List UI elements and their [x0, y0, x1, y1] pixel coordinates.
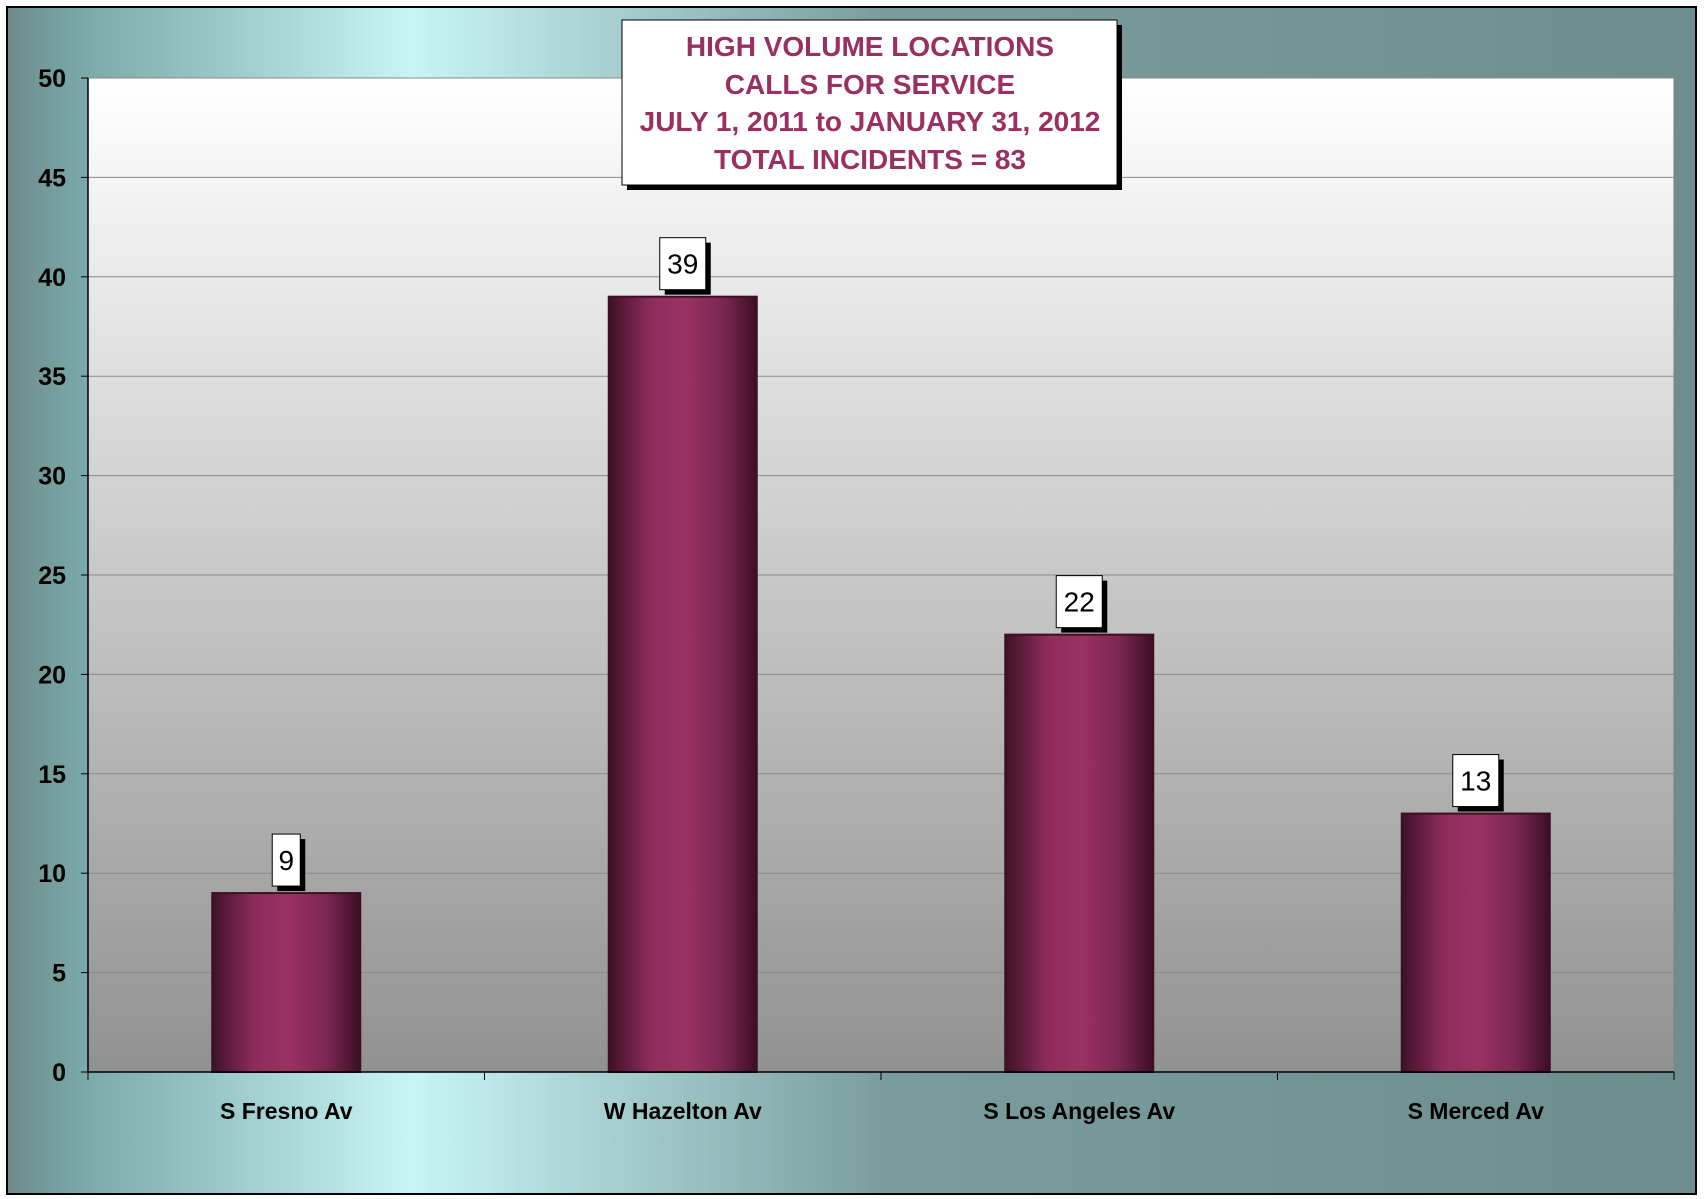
data-label-box-1 — [659, 237, 707, 291]
y-tick-label-10: 10 — [38, 860, 66, 888]
axes — [81, 77, 1675, 1080]
x-category-label-1: W Hazelton Av — [604, 1098, 762, 1124]
data-label-2: 22 — [1064, 587, 1095, 618]
y-tick-label-25: 25 — [38, 562, 66, 590]
data-label-box-0 — [271, 833, 301, 887]
bar-2 — [1004, 633, 1155, 1073]
x-axis-category-labels: S Fresno Av W Hazelton Av S Los Angeles Av… — [220, 1098, 1544, 1124]
bar-1 — [607, 295, 758, 1073]
y-tick-label-45: 45 — [38, 164, 66, 192]
y-tick-label-20: 20 — [38, 661, 66, 689]
bar-0 — [211, 892, 362, 1074]
x-category-label-0: S Fresno Av — [220, 1098, 353, 1124]
chart-title-line-1: HIGH VOLUME LOCATIONS — [686, 31, 1054, 62]
y-tick-label-15: 15 — [38, 761, 66, 789]
chart-title-line-4: TOTAL INCIDENTS = 83 — [714, 144, 1026, 175]
x-category-label-3: S Merced Av — [1408, 1098, 1545, 1124]
chart-title-box: HIGH VOLUME LOCATIONS CALLS FOR SERVICE … — [621, 19, 1122, 190]
data-label-3: 13 — [1460, 766, 1491, 797]
x-category-label-2: S Los Angeles Av — [983, 1098, 1175, 1124]
data-label-0: 9 — [278, 845, 294, 876]
bar-3 — [1400, 812, 1551, 1073]
y-tick-label-30: 30 — [38, 463, 66, 491]
y-tick-label-35: 35 — [38, 363, 66, 391]
y-tick-label-0: 0 — [52, 1059, 66, 1087]
y-tick-label-5: 5 — [52, 960, 66, 988]
data-label-1: 39 — [667, 249, 698, 280]
y-tick-label-50: 50 — [38, 65, 66, 93]
y-axis-tick-labels: 0 5 10 15 20 25 30 35 40 45 50 — [38, 65, 66, 1087]
chart-title-line-2: CALLS FOR SERVICE — [725, 69, 1015, 100]
data-label-box-2 — [1055, 575, 1103, 629]
y-tick-label-40: 40 — [38, 264, 66, 292]
chart-title-line-3: JULY 1, 2011 to JANUARY 31, 2012 — [640, 106, 1101, 137]
data-labels: 9 39 22 13 — [271, 237, 1504, 892]
data-label-box-3 — [1452, 754, 1500, 808]
